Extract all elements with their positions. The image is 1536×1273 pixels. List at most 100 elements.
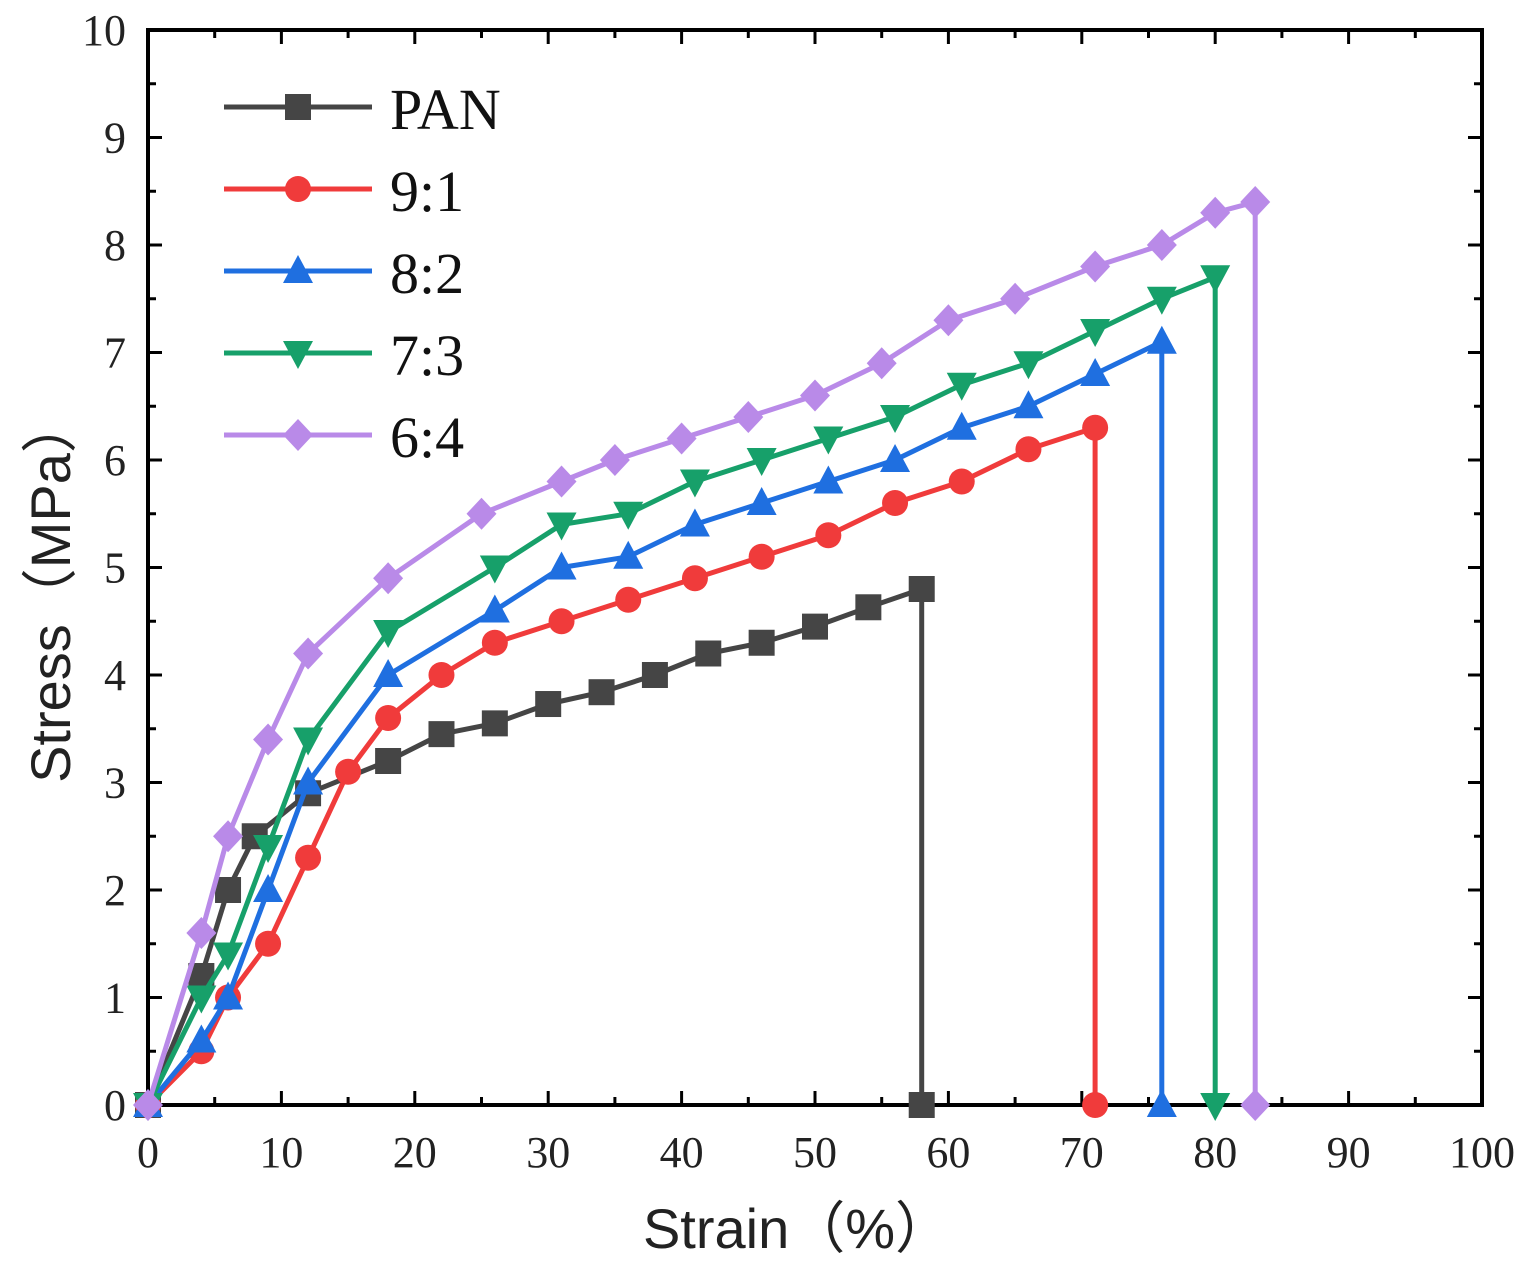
- axes-layer: 0 10 20 30 40 50 60 70 80 90 100 0 1 2 3 4 5 6 7 8 9 10: [82, 6, 1515, 1177]
- data-point-marker: [1015, 436, 1042, 463]
- data-point-marker: [908, 576, 935, 602]
- data-point-marker: [880, 405, 911, 433]
- y-tick-label: 4: [104, 651, 126, 700]
- data-point-marker: [253, 835, 284, 863]
- data-point-marker: [746, 448, 777, 476]
- data-point-marker: [1082, 414, 1109, 441]
- x-tick-label: 40: [660, 1128, 704, 1177]
- data-point-marker: [546, 465, 577, 498]
- data-point-marker: [946, 372, 977, 401]
- x-tick-label: 50: [793, 1128, 837, 1177]
- data-point-marker: [666, 422, 697, 455]
- data-point-marker: [1240, 1089, 1271, 1121]
- series-PAN: [135, 576, 935, 1118]
- series-9-1: [135, 414, 1109, 1118]
- data-point-marker: [813, 426, 844, 455]
- data-point-marker: [283, 341, 313, 369]
- data-point-marker: [1200, 265, 1231, 294]
- data-point-marker: [1146, 325, 1177, 354]
- data-point-marker: [1146, 286, 1177, 315]
- data-point-marker: [1080, 250, 1111, 283]
- y-tick-label: 8: [104, 221, 126, 270]
- data-point-marker: [1013, 351, 1044, 380]
- data-point-marker: [908, 1092, 935, 1118]
- data-point-marker: [1240, 186, 1271, 218]
- data-point-marker: [283, 419, 313, 451]
- data-point-marker: [866, 347, 897, 380]
- data-point-marker: [293, 637, 324, 670]
- data-point-marker: [1146, 229, 1177, 261]
- data-point-marker: [186, 1024, 217, 1053]
- y-tick-label: 10: [82, 6, 126, 55]
- series-line: [145, 274, 1218, 1107]
- data-point-marker: [293, 766, 324, 795]
- data-point-marker: [373, 659, 404, 687]
- series-line: [146, 425, 1098, 1107]
- y-tick-label: 2: [104, 866, 126, 915]
- data-point-marker: [253, 874, 284, 902]
- series-line: [146, 339, 1165, 1107]
- data-point-marker: [295, 844, 322, 871]
- data-point-marker: [479, 594, 510, 623]
- data-point-marker: [679, 469, 710, 498]
- data-point-marker: [746, 487, 777, 515]
- data-point-marker: [613, 501, 644, 530]
- data-point-marker: [613, 540, 644, 569]
- y-tick-label: 6: [104, 436, 126, 485]
- data-point-marker: [293, 727, 324, 756]
- data-point-marker: [285, 94, 311, 120]
- y-tick-label: 0: [104, 1081, 126, 1130]
- x-tick-label: 100: [1449, 1128, 1515, 1177]
- legend-entry-9-1: 9:1: [224, 159, 464, 224]
- legend-label: 7:3: [390, 323, 464, 388]
- x-tick-label: 30: [526, 1128, 570, 1177]
- data-point-marker: [933, 304, 964, 337]
- data-point-marker: [1080, 319, 1111, 347]
- x-tick-label: 70: [1060, 1128, 1104, 1177]
- data-point-marker: [213, 820, 244, 853]
- x-tick-label: 90: [1327, 1128, 1371, 1177]
- x-tick-label: 0: [137, 1128, 159, 1177]
- data-point-marker: [681, 565, 708, 592]
- data-point-marker: [748, 629, 775, 656]
- data-point-marker: [481, 629, 508, 656]
- data-point-marker: [641, 662, 668, 688]
- legend-label: PAN: [390, 77, 501, 142]
- data-point-marker: [535, 691, 562, 718]
- y-tick-label: 9: [104, 114, 126, 163]
- data-point-marker: [428, 721, 455, 748]
- data-point-marker: [882, 490, 909, 516]
- data-point-marker: [599, 444, 630, 476]
- data-point-marker: [375, 705, 402, 731]
- legend-entry-PAN: PAN: [224, 77, 501, 142]
- series-8-2: [133, 325, 1177, 1117]
- data-point-marker: [1013, 390, 1044, 419]
- data-point-marker: [1082, 1092, 1109, 1118]
- data-point-marker: [815, 522, 842, 549]
- data-point-marker: [813, 465, 844, 494]
- data-point-marker: [588, 679, 615, 706]
- data-point-marker: [733, 401, 764, 433]
- data-point-marker: [479, 555, 510, 584]
- data-point-marker: [255, 930, 282, 957]
- series-layer: [133, 186, 1271, 1121]
- y-tick-label: 5: [104, 544, 126, 593]
- data-point-marker: [1200, 196, 1231, 229]
- data-point-marker: [215, 877, 242, 903]
- data-point-marker: [1146, 1089, 1177, 1117]
- data-point-marker: [1200, 1093, 1231, 1121]
- data-point-marker: [466, 497, 497, 530]
- legend-entry-8-2: 8:2: [224, 241, 464, 306]
- data-point-marker: [748, 543, 775, 570]
- data-point-marker: [1000, 282, 1031, 315]
- series-7-3: [133, 265, 1231, 1121]
- data-point-marker: [946, 411, 977, 440]
- legend-label: 6:4: [390, 405, 464, 470]
- data-point-marker: [213, 942, 244, 971]
- x-tick-label: 20: [393, 1128, 437, 1177]
- y-axis-title: Stress（MPa）: [19, 397, 82, 783]
- x-tick-label: 80: [1193, 1128, 1237, 1177]
- y-tick-label: 7: [104, 329, 126, 378]
- legend: PAN 9:1 8:2 7:3 6:4: [224, 77, 501, 470]
